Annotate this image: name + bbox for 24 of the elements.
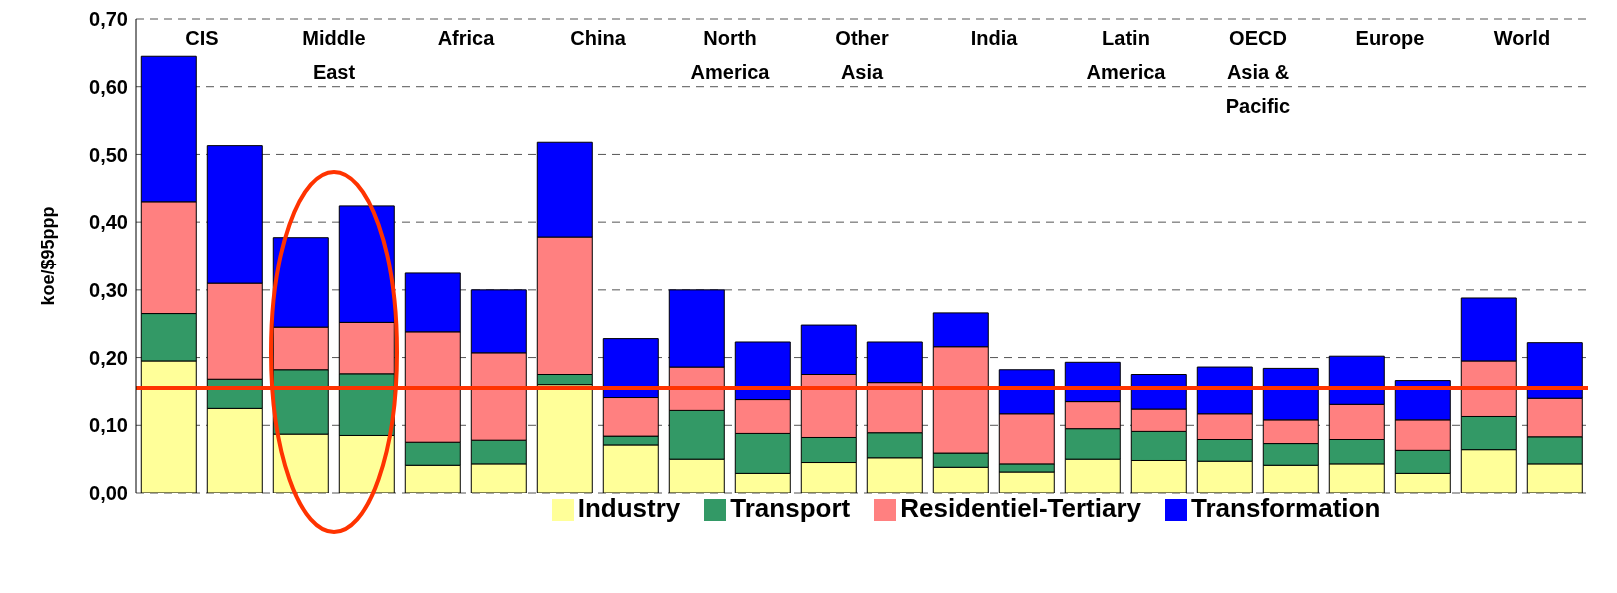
x-tick-label: North America	[690, 27, 771, 83]
y-axis-title: koe/$95ppp	[38, 206, 59, 306]
y-tick-label: 0,50	[89, 143, 128, 166]
y-tick-label: 0,00	[89, 482, 128, 505]
legend-label: Transport	[730, 493, 851, 523]
legend-label: Residentiel-Tertiary	[900, 493, 1142, 523]
y-tick-label: 0,40	[89, 211, 128, 234]
legend-label: Transformation	[1191, 493, 1381, 523]
x-tick-label: Other Asia	[835, 27, 889, 83]
x-tick-label: World	[1493, 27, 1551, 49]
x-tick-label: China	[570, 27, 627, 49]
legend-label: Industry	[577, 493, 681, 523]
x-tick-label: Middle East	[302, 27, 366, 83]
x-tick-label: India	[970, 27, 1019, 49]
y-tick-label: 0,70	[89, 8, 128, 31]
x-tick-label: OECD Asia & Pacific	[1225, 27, 1291, 117]
x-tick-label: Latin America	[1086, 27, 1167, 83]
y-tick-label: 0,10	[89, 414, 128, 437]
x-tick-label: Africa	[437, 27, 496, 49]
x-tick-label: Europe	[1355, 27, 1425, 49]
y-tick-label: 0,30	[89, 278, 128, 301]
y-tick-label: 0,60	[89, 75, 128, 98]
y-tick-label: 0,20	[89, 346, 128, 369]
x-tick-label: CIS	[185, 27, 219, 49]
